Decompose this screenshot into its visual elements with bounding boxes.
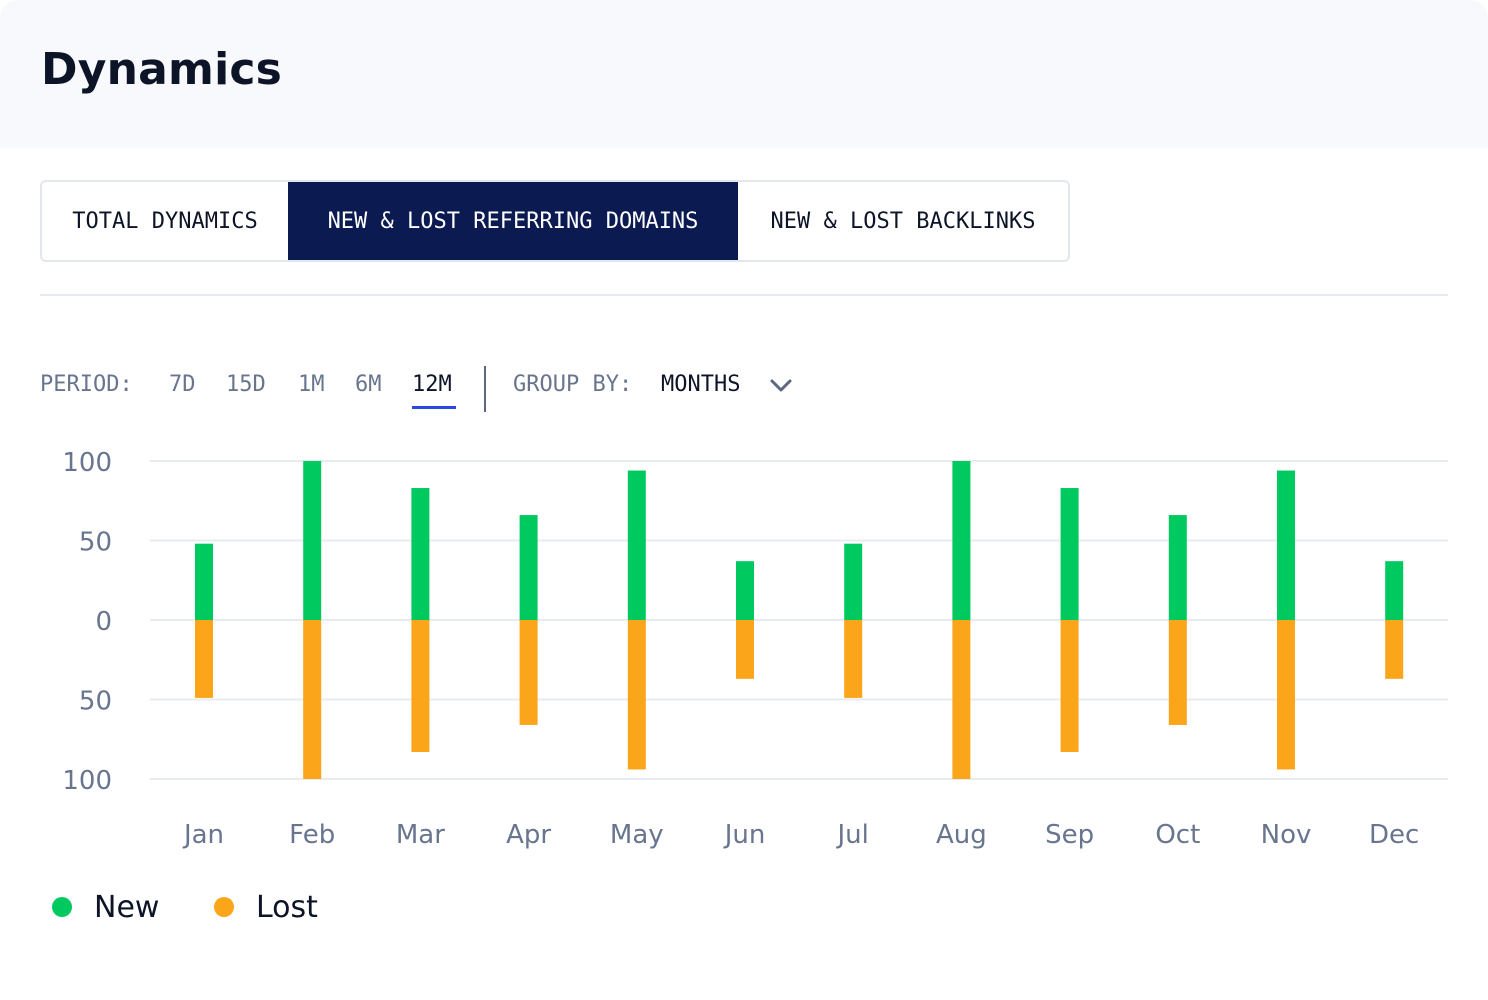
legend-label-new: New xyxy=(94,889,160,925)
y-tick-label: 100 xyxy=(62,448,112,478)
bar-lost xyxy=(303,620,322,779)
x-tick-label: Aug xyxy=(936,820,987,850)
bar-lost xyxy=(1060,620,1079,752)
card-header: Dynamics xyxy=(0,0,1488,148)
x-tick-label: Jul xyxy=(836,820,869,850)
period-option-15d[interactable]: 15D xyxy=(226,372,266,397)
period-option-12m[interactable]: 12M xyxy=(412,372,452,397)
x-tick-label: Feb xyxy=(289,820,335,850)
period-option-6m[interactable]: 6M xyxy=(355,372,382,397)
bar-new xyxy=(844,543,863,620)
legend-dot-new xyxy=(52,897,72,917)
y-tick-label: 0 xyxy=(95,607,112,637)
group-by-label: GROUP BY: xyxy=(513,372,633,397)
bar-new xyxy=(303,461,322,620)
bar-new xyxy=(627,470,646,620)
legend-label-lost: Lost xyxy=(256,889,318,925)
tab-bar: TOTAL DYNAMICS NEW & LOST REFERRING DOMA… xyxy=(40,180,1070,262)
bar-new xyxy=(519,515,538,620)
x-tick-label: Mar xyxy=(396,820,445,850)
bar-lost xyxy=(1277,620,1295,770)
bar-new xyxy=(1385,561,1404,620)
bar-lost xyxy=(844,620,863,698)
x-tick-label: Jun xyxy=(723,820,766,850)
tab-new-lost-backlinks[interactable]: NEW & LOST BACKLINKS xyxy=(738,182,1068,260)
legend-item-lost: Lost xyxy=(214,885,318,929)
bar-lost xyxy=(627,620,646,770)
x-tick-label: Oct xyxy=(1155,820,1200,850)
filter-divider xyxy=(484,366,486,412)
group-by-select[interactable]: MONTHS xyxy=(661,372,741,397)
x-tick-label: Nov xyxy=(1261,820,1312,850)
y-tick-label: 100 xyxy=(62,766,112,796)
page-title: Dynamics xyxy=(41,44,283,95)
x-tick-label: Dec xyxy=(1369,820,1419,850)
tab-total-dynamics[interactable]: TOTAL DYNAMICS xyxy=(42,182,288,260)
period-label: PERIOD: xyxy=(40,372,133,397)
bar-lost xyxy=(195,620,213,698)
bar-new xyxy=(411,488,430,620)
bar-lost xyxy=(1385,620,1404,679)
legend-item-new: New xyxy=(52,885,159,929)
x-tick-label: May xyxy=(610,820,664,850)
bar-new xyxy=(1277,470,1295,620)
y-tick-label: 50 xyxy=(79,687,112,717)
bar-new xyxy=(1168,515,1187,620)
bar-lost xyxy=(1168,620,1187,725)
x-tick-label: Sep xyxy=(1045,820,1094,850)
bar-lost xyxy=(952,620,971,779)
bar-new xyxy=(736,561,754,620)
y-tick-label: 50 xyxy=(79,528,112,558)
bar-new xyxy=(1060,488,1079,620)
bar-lost xyxy=(736,620,754,679)
bar-lost xyxy=(411,620,430,752)
chevron-down-icon[interactable] xyxy=(768,376,794,396)
tab-new-lost-referring-domains[interactable]: NEW & LOST REFERRING DOMAINS xyxy=(288,182,738,260)
x-tick-label: Apr xyxy=(506,820,551,850)
legend-dot-lost xyxy=(214,897,234,917)
bar-new xyxy=(195,543,213,620)
bar-lost xyxy=(519,620,538,725)
bar-chart: 100 50 0 50 100 Jan Feb Mar Apr May Jun Jul Aug Sep Oc… xyxy=(62,448,1448,850)
period-option-1m[interactable]: 1M xyxy=(298,372,325,397)
divider xyxy=(40,294,1448,296)
period-option-7d[interactable]: 7D xyxy=(169,372,196,397)
period-selected-underline xyxy=(412,406,456,409)
x-tick-label: Jan xyxy=(182,820,224,850)
bar-new xyxy=(952,461,971,620)
